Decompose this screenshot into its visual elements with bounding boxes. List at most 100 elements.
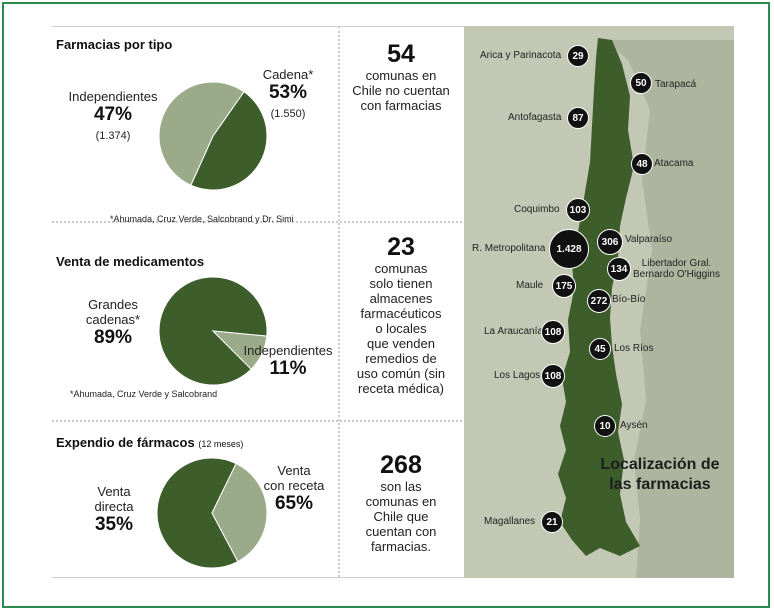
divider-bottom (52, 577, 464, 578)
slice-percent: 65% (274, 493, 314, 514)
slice-name-line2: cadenas* (85, 312, 141, 327)
region-label-line2: Bernardo O'Higgins (633, 269, 720, 280)
slice-count: (1.374) (95, 130, 131, 142)
slice-name: Independientes (243, 343, 333, 358)
region-count-badge: 134 (607, 257, 631, 281)
slice-label-grandes-cadenas: Grandes cadenas* 89% (68, 297, 158, 349)
stat-line: Chile no cuentan (352, 83, 450, 98)
slice-name-line1: Grandes (88, 297, 138, 312)
stat-line: uso común (sin (356, 366, 446, 381)
pie-slice-1 (211, 330, 268, 370)
stat-line: que venden (367, 336, 435, 351)
stat-with-pharmacies: 268 son las comunas en Chile que cuentan… (340, 451, 462, 554)
slice-percent: 53% (268, 82, 308, 103)
slice-label-independientes-2: Independientes 11% (240, 343, 336, 380)
stat-only-stores: 23 comunas solo tienen almacenes farmacé… (340, 233, 462, 396)
region-count-badge: 10 (594, 415, 616, 437)
region-count-badge: 306 (597, 229, 623, 255)
stat-line: farmacias. (371, 539, 431, 554)
region-label: Maule (516, 280, 544, 291)
slice-name-line1: Venta (277, 463, 311, 478)
stat-number: 54 (387, 40, 415, 68)
slice-count: (1.550) (270, 108, 306, 120)
section-title-text: Expendio de fármacos (56, 435, 195, 450)
region-label: Los Ríos (614, 343, 654, 354)
region-count-badge: 108 (541, 364, 565, 388)
section-title-venta: Venta de medicamentos (56, 254, 205, 269)
region-label: Aysén (620, 420, 648, 431)
region-count-badge: 175 (552, 274, 576, 298)
map-title-line1: Localización de (600, 456, 720, 473)
region-count-badge: 1.428 (549, 229, 589, 269)
pie-slice-1 (158, 81, 245, 186)
region-count-badge: 103 (566, 198, 590, 222)
divider-vertical (338, 26, 340, 577)
slice-label-venta-directa: Venta directa 35% (76, 484, 152, 536)
footnote-tipo: *Ahumada, Cruz Verde, Salcobrand y Dr. S… (110, 214, 294, 224)
divider-row-2 (52, 420, 462, 422)
region-label: Los Lagos (494, 370, 541, 381)
pie-chart-venta (158, 276, 268, 386)
stat-line: almacenes (369, 291, 433, 306)
stat-line: farmacéuticos (360, 306, 442, 321)
region-count-badge: 45 (589, 338, 611, 360)
region-label: Libertador Gral. Bernardo O'Higgins (633, 258, 720, 280)
stat-line: cuentan con (365, 524, 437, 539)
stat-line: receta médica) (358, 381, 444, 396)
stat-no-pharmacies: 54 comunas en Chile no cuentan con farma… (340, 40, 462, 113)
slice-name-line2: con receta (263, 478, 325, 493)
region-count-badge: 50 (630, 72, 652, 94)
slice-name: Cadena* (262, 67, 314, 82)
map-title-line2: las farmacias (609, 476, 711, 493)
region-label: Valparaíso (625, 234, 673, 245)
region-count-badge: 48 (631, 153, 653, 175)
region-count-badge: 29 (567, 45, 589, 67)
region-label: Atacama (654, 158, 694, 169)
pie-slice-0 (156, 457, 239, 569)
pie-slice-0 (190, 91, 268, 191)
slice-percent: 11% (269, 358, 307, 379)
stat-line: solo tienen (369, 276, 433, 291)
slice-label-independientes-1: Independientes 47% (1.374) (60, 89, 166, 144)
slice-name-line1: Venta (97, 484, 131, 499)
region-label: Tarapacá (655, 79, 697, 90)
slice-percent: 89% (93, 327, 133, 348)
region-label: Magallanes (484, 516, 536, 527)
section-title-tipo: Farmacias por tipo (56, 37, 173, 52)
region-label: R. Metropolitana (472, 243, 546, 254)
slice-label-venta-receta: Venta con receta 65% (258, 463, 330, 515)
map-title: Localización de las farmacias (590, 455, 730, 495)
stat-line: comunas (374, 261, 428, 276)
footnote-venta: *Ahumada, Cruz Verde y Salcobrand (70, 389, 218, 399)
stat-number: 23 (387, 233, 415, 261)
region-label-line1: Libertador Gral. (641, 258, 712, 269)
region-label: La Araucanía (484, 326, 543, 337)
pie-chart-expendio (156, 457, 268, 569)
stat-number: 268 (380, 451, 422, 479)
slice-percent: 47% (93, 104, 133, 125)
stat-line: son las (380, 479, 422, 494)
slice-percent: 35% (94, 514, 134, 535)
pie-chart-tipo (158, 81, 268, 191)
section-title-small: (12 meses) (198, 439, 244, 449)
divider-row-1 (52, 221, 462, 223)
slice-name: Independientes (68, 89, 158, 104)
stat-line: Chile que (373, 509, 429, 524)
stat-line: con farmacias (360, 98, 442, 113)
region-label: Antofagasta (508, 112, 562, 123)
stat-line: comunas en (365, 494, 437, 509)
slice-label-cadena: Cadena* 53% (1.550) (250, 67, 326, 122)
stat-line: o locales (375, 321, 427, 336)
stat-line: remedios de (365, 351, 437, 366)
region-count-badge: 87 (567, 107, 589, 129)
region-label: Bío-Bío (612, 294, 646, 305)
stat-line: comunas en (365, 68, 437, 83)
slice-name-line2: directa (94, 499, 134, 514)
pie-slice-1 (211, 462, 268, 563)
region-label: Coquimbo (514, 204, 560, 215)
region-count-badge: 108 (541, 320, 565, 344)
section-title-expendio: Expendio de fármacos (12 meses) (56, 435, 243, 450)
divider-top (52, 26, 464, 27)
region-count-badge: 272 (587, 289, 611, 313)
region-count-badge: 21 (541, 511, 563, 533)
